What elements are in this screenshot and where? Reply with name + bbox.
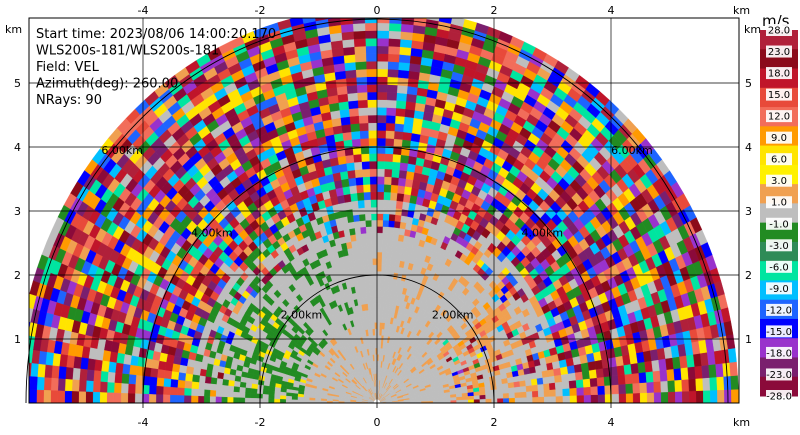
- colorbar-label-bg: [766, 390, 792, 402]
- colorbar-tick-label: 6.0: [771, 155, 787, 166]
- grid-lines: 2.00km 2.00km 4.00km 4.00km 6.00km 6.00km: [25, 18, 739, 404]
- x-tick-label-top: 0: [374, 4, 381, 17]
- colorbar-tick-label: 23.0: [768, 47, 790, 58]
- colorbar-label-bg: [766, 282, 792, 295]
- colorbar-label-bg: [766, 217, 792, 230]
- y-tick-label-right: 1: [745, 333, 752, 346]
- x-tick-label-top: -4: [138, 4, 149, 17]
- colorbar-tick-label: 12.0: [768, 112, 790, 123]
- y-tick-label-left: 5: [14, 77, 21, 90]
- colorbar-label-bg: [766, 303, 792, 316]
- colorbar-label-bg: [766, 110, 792, 123]
- colorbar-label-bg: [766, 196, 792, 209]
- y-tick-label-left: 2: [14, 269, 21, 282]
- axis-unit-label: km: [5, 23, 22, 36]
- axis-unit-label: km: [744, 23, 761, 36]
- x-tick-label-bottom: 2: [491, 416, 498, 429]
- colorbar-tick-label: -23.0: [766, 370, 792, 381]
- colorbar-tick-label: -12.0: [766, 305, 792, 316]
- axis-unit-label: km: [733, 4, 750, 17]
- colorbar-label-bg: [766, 174, 792, 187]
- info-text-block: Start time: 2023/08/06 14:00:20.170 WLS20…: [36, 27, 276, 108]
- y-tick-label-left: 3: [14, 205, 21, 218]
- colorbar-tick-label: -28.0: [766, 392, 792, 403]
- range-ring-label: 4.00km: [521, 226, 563, 239]
- colorbar-label-bg: [766, 45, 792, 58]
- info-line: NRays: 90: [36, 93, 102, 108]
- y-tick-label-right: 3: [745, 205, 752, 218]
- colorbar-label-bg: [766, 325, 792, 338]
- colorbar-tick-label: 15.0: [768, 90, 790, 101]
- colorbar-tick-label: 18.0: [768, 69, 790, 80]
- colorbar-tick-label: -1.0: [769, 219, 789, 230]
- colorbar: m/s28.023.018.015.012.09.06.03.01.0-1.0-…: [760, 12, 798, 403]
- colorbar-tick-label: 3.0: [771, 176, 787, 187]
- x-tick-label-bottom: 0: [374, 416, 381, 429]
- x-tick-label-top: 4: [608, 4, 615, 17]
- info-line: Field: VEL: [36, 60, 100, 75]
- colorbar-tick-label: 28.0: [768, 26, 790, 37]
- colorbar-label-bg: [766, 153, 792, 166]
- y-tick-label-right: 2: [745, 269, 752, 282]
- y-tick-label-right: 4: [745, 141, 752, 154]
- colorbar-label-bg: [766, 131, 792, 144]
- x-tick-label-top: 2: [491, 4, 498, 17]
- info-line: Azimuth(deg): 260.00: [36, 77, 178, 92]
- y-tick-label-left: 1: [14, 333, 21, 346]
- x-tick-label-bottom: -4: [138, 416, 149, 429]
- plot-area: [29, 18, 739, 403]
- colorbar-label-bg: [766, 67, 792, 80]
- axis-unit-label: km: [733, 416, 750, 429]
- axes: -4 -4 -2 -2 0 0 2 2 4 4 1 1 2 2 3 3 4 4 5 5 km km km km: [5, 4, 761, 429]
- colorbar-tick-label: -9.0: [769, 284, 789, 295]
- range-ring-label: 2.00km: [432, 309, 474, 322]
- colorbar-tick-label: -6.0: [769, 262, 789, 273]
- range-ring-label: 4.00km: [191, 226, 233, 239]
- colorbar-label-bg: [766, 239, 792, 252]
- x-tick-label-bottom: 4: [608, 416, 615, 429]
- x-tick-label-bottom: -2: [255, 416, 266, 429]
- colorbar-label-bg: [766, 346, 792, 359]
- range-ring-label: 6.00km: [611, 144, 653, 157]
- x-tick-label-top: -2: [255, 4, 266, 17]
- colorbar-tick-label: -3.0: [769, 241, 789, 252]
- info-line: WLS200s-181/WLS200s-181: [36, 44, 219, 59]
- colorbar-tick-label: -18.0: [766, 348, 792, 359]
- colorbar-label-bg: [766, 368, 792, 381]
- range-ring-label: 2.00km: [281, 309, 323, 322]
- info-line: Start time: 2023/08/06 14:00:20.170: [36, 27, 276, 42]
- colorbar-label-bg: [766, 24, 792, 36]
- plot-frame: [28, 17, 740, 404]
- range-ring-label: 6.00km: [101, 144, 143, 157]
- y-tick-label-left: 4: [14, 141, 21, 154]
- colorbar-tick-label: 9.0: [771, 133, 787, 144]
- y-tick-label-right: 5: [745, 77, 752, 90]
- colorbar-label-bg: [766, 260, 792, 273]
- colorbar-tick-label: -15.0: [766, 327, 792, 338]
- colorbar-label-bg: [766, 88, 792, 101]
- colorbar-tick-label: 1.0: [771, 198, 787, 209]
